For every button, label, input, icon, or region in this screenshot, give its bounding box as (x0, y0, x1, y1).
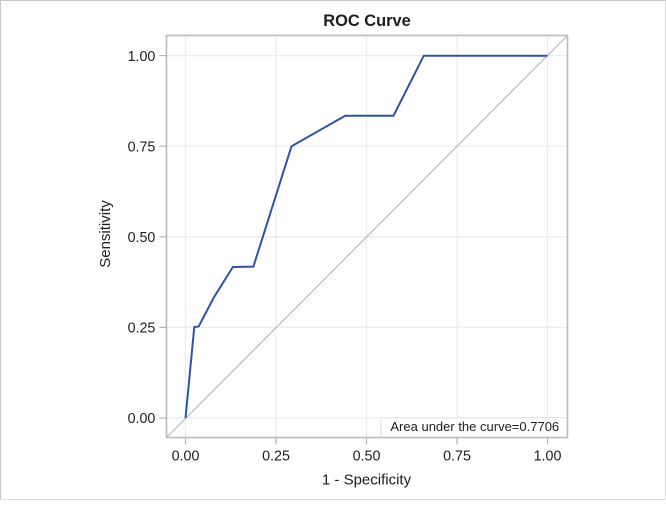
svg-text:0.25: 0.25 (262, 449, 290, 465)
svg-text:0.50: 0.50 (128, 230, 156, 246)
svg-text:1.00: 1.00 (128, 49, 156, 65)
svg-text:1 - Specificity: 1 - Specificity (322, 472, 412, 489)
svg-text:0.25: 0.25 (128, 321, 156, 337)
svg-text:0.75: 0.75 (128, 139, 156, 155)
svg-text:Sensitivity: Sensitivity (97, 200, 114, 268)
svg-text:Area under the curve=0.7706: Area under the curve=0.7706 (390, 419, 559, 434)
svg-text:0.75: 0.75 (443, 449, 471, 465)
svg-text:0.50: 0.50 (353, 449, 381, 465)
svg-text:0.00: 0.00 (128, 411, 156, 427)
svg-text:1.00: 1.00 (534, 449, 562, 465)
svg-text:0.00: 0.00 (172, 449, 200, 465)
svg-text:ROC Curve: ROC Curve (323, 12, 410, 30)
